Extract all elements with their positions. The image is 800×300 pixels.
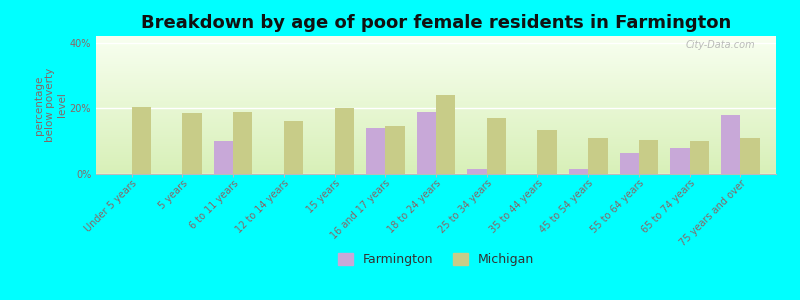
Bar bbox=[486, 118, 506, 174]
Bar bbox=[417, 112, 436, 174]
Bar bbox=[741, 138, 760, 174]
Bar bbox=[670, 148, 690, 174]
Bar bbox=[620, 153, 639, 174]
Text: City-Data.com: City-Data.com bbox=[686, 40, 755, 50]
Bar bbox=[690, 141, 709, 174]
Bar bbox=[721, 115, 741, 174]
Legend: Farmington, Michigan: Farmington, Michigan bbox=[334, 248, 538, 271]
Bar bbox=[436, 95, 455, 174]
Bar bbox=[569, 169, 588, 174]
Bar bbox=[467, 169, 486, 174]
Bar bbox=[214, 141, 233, 174]
Bar bbox=[538, 130, 557, 174]
Bar bbox=[386, 126, 405, 174]
Y-axis label: percentage
below poverty
level: percentage below poverty level bbox=[34, 68, 67, 142]
Bar bbox=[639, 140, 658, 174]
Title: Breakdown by age of poor female residents in Farmington: Breakdown by age of poor female resident… bbox=[141, 14, 731, 32]
Bar bbox=[284, 122, 303, 174]
Bar bbox=[182, 113, 202, 174]
Bar bbox=[131, 106, 151, 174]
Bar bbox=[366, 128, 386, 174]
Bar bbox=[588, 138, 607, 174]
Bar bbox=[334, 108, 354, 174]
Bar bbox=[233, 112, 252, 174]
